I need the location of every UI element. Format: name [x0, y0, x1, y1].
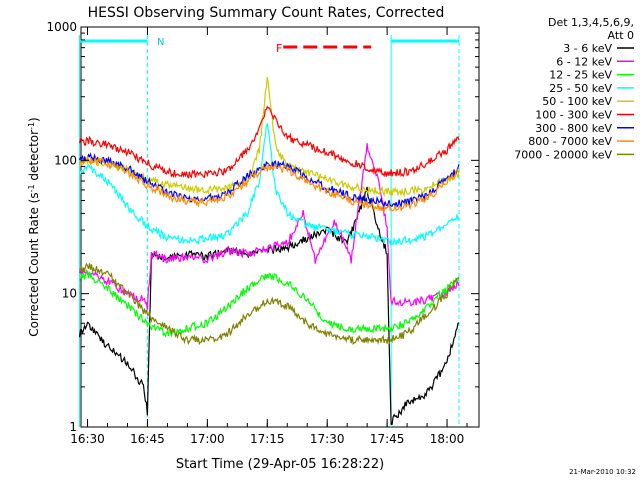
x-tick-label-3: 17:15: [250, 432, 285, 446]
night-intervals: [79, 35, 460, 427]
legend-label-2: 12 - 25 keV: [549, 69, 612, 82]
series-line-5: [78, 105, 460, 179]
legend-label-0: 3 - 6 keV: [563, 42, 612, 55]
y-tick-label-0: 1: [69, 420, 77, 434]
legend-label-8: 7000 - 20000 keV: [514, 148, 612, 161]
series-line-7: [79, 154, 460, 213]
series-line-8: [78, 262, 459, 346]
x-tick-label-6: 18:00: [430, 432, 465, 446]
series-line-2: [78, 270, 460, 338]
y-tick-label-2: 100: [54, 153, 77, 167]
series-line-4: [78, 77, 460, 198]
series-line-3: [79, 122, 460, 247]
legend-label-3: 25 - 50 keV: [549, 82, 612, 95]
series-line-0: [78, 186, 460, 425]
y-tick-label-1: 10: [62, 287, 77, 301]
y-axis: 1 10 100 1000: [46, 20, 479, 434]
x-axis-label: Start Time (29-Apr-05 16:28:22): [176, 457, 384, 472]
legend-label-1: 6 - 12 keV: [556, 55, 612, 68]
footer-date: 21-Mar-2010 10:32: [569, 468, 636, 476]
x-tick-label-5: 17:45: [370, 432, 405, 446]
flare-label: F: [276, 42, 282, 55]
x-axis: 16:30 16:45 17:00 17:15 17:30 17:45 18:00: [70, 27, 468, 446]
x-tick-label-1: 16:45: [130, 432, 165, 446]
legend-header-2: Att 0: [608, 29, 634, 42]
legend-label-6: 300 - 800 keV: [535, 122, 612, 135]
x-tick-label-0: 16:30: [70, 432, 105, 446]
chart-title: HESSI Observing Summary Count Rates, Cor…: [88, 5, 445, 21]
x-tick-label-2: 17:00: [190, 432, 225, 446]
night-label: N: [157, 37, 164, 48]
y-axis-label: Corrected Count Rate (s-1 detector-1): [27, 117, 42, 336]
legend-label-7: 800 - 7000 keV: [528, 135, 612, 148]
series-line-6: [78, 152, 460, 208]
legend-label-4: 50 - 100 keV: [542, 95, 612, 108]
x-tick-label-4: 17:30: [310, 432, 345, 446]
series-line-1: [78, 143, 460, 310]
legend-label-5: 100 - 300 keV: [535, 109, 612, 122]
plot-frame: [80, 26, 480, 428]
legend-header-1: Det 1,3,4,5,6,9,: [548, 16, 634, 29]
y-tick-label-3: 1000: [46, 20, 77, 34]
series-lines: [78, 77, 460, 425]
